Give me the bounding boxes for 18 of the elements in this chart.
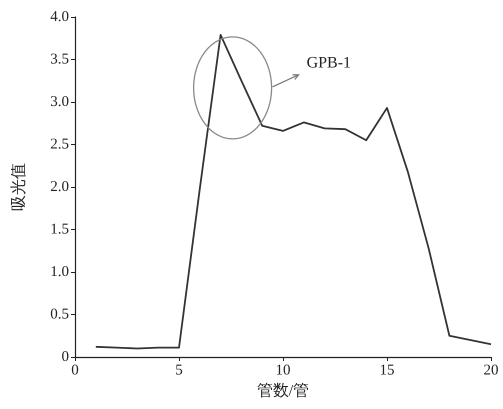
x-tick-label: 10	[276, 362, 290, 378]
y-tick-label: 0	[62, 349, 69, 365]
y-tick-label: 3.5	[50, 52, 69, 68]
x-tick-label: 0	[71, 362, 79, 378]
y-tick-label: 3.0	[50, 94, 69, 110]
line-series	[94, 34, 492, 350]
x-tick-label: 15	[380, 362, 394, 378]
x-tick-label: 20	[484, 362, 498, 378]
x-tick-label: 5	[175, 362, 183, 378]
y-tick-label: 0.5	[50, 306, 69, 322]
x-axis-title: 管数/管	[256, 382, 310, 400]
y-tick-label: 2.5	[50, 136, 69, 152]
y-tick-label: 2.0	[50, 179, 69, 195]
y-tick-label: 4.0	[50, 9, 69, 25]
y-tick-label: 1.0	[50, 264, 69, 280]
y-tick-label: 1.5	[50, 222, 69, 238]
annotation: GPB-1	[306, 54, 352, 72]
y-axis-title: 吸光值	[10, 163, 28, 211]
